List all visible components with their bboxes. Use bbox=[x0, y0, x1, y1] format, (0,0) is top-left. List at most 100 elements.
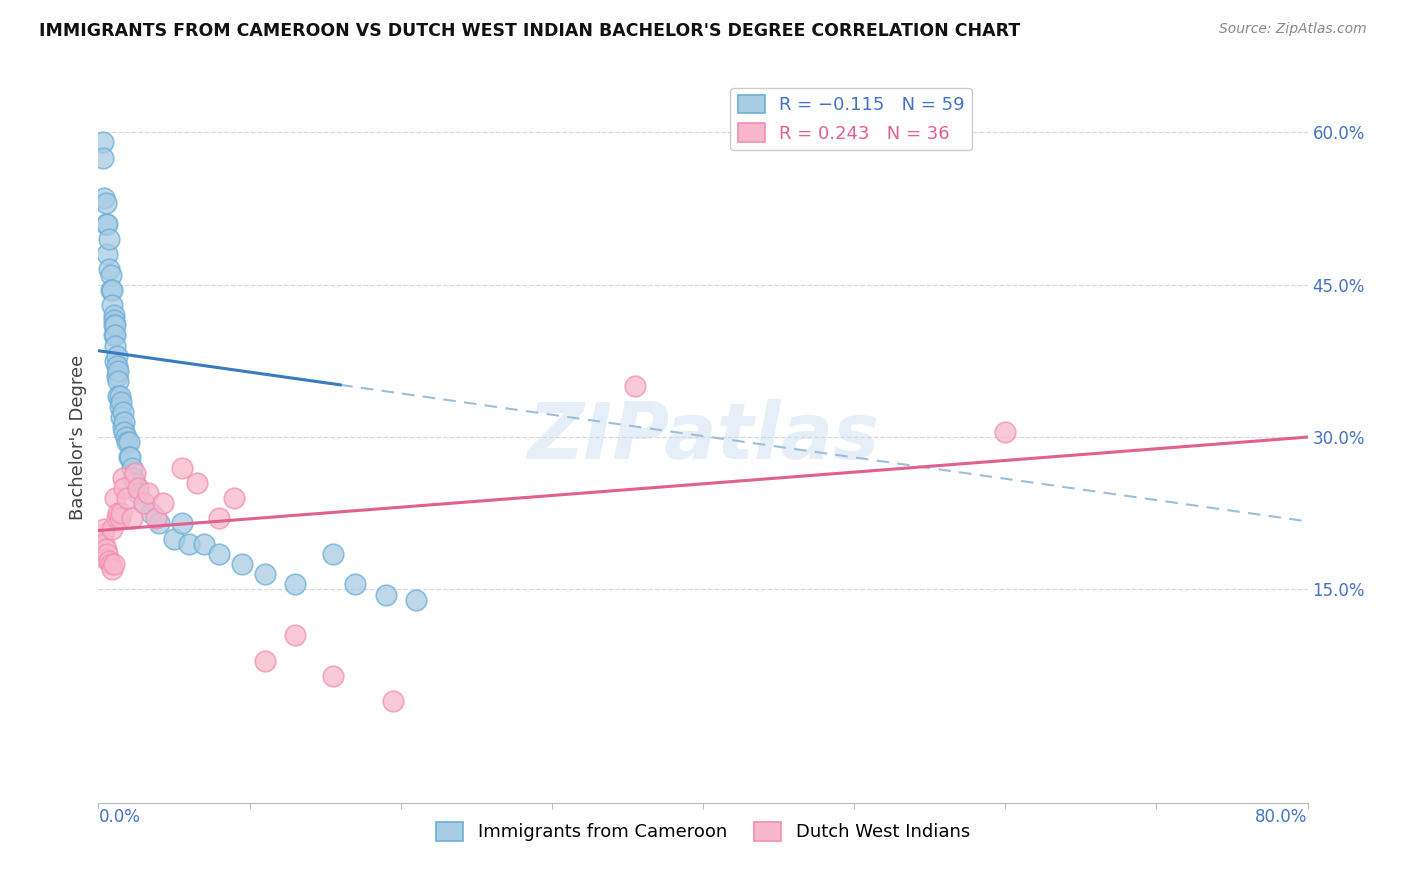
Point bbox=[101, 298, 124, 312]
Point bbox=[284, 577, 307, 591]
Point bbox=[374, 588, 396, 602]
Point bbox=[127, 486, 149, 500]
Point bbox=[104, 338, 127, 352]
Point bbox=[208, 511, 231, 525]
Point bbox=[405, 592, 427, 607]
Point bbox=[111, 405, 134, 419]
Point bbox=[322, 547, 344, 561]
Point bbox=[98, 232, 121, 246]
Point bbox=[127, 481, 149, 495]
Point bbox=[91, 151, 114, 165]
Point bbox=[110, 409, 132, 424]
Point bbox=[110, 394, 132, 409]
Text: ZIPatlas: ZIPatlas bbox=[527, 399, 879, 475]
Point bbox=[103, 557, 125, 571]
Point bbox=[121, 511, 143, 525]
Point bbox=[104, 318, 127, 333]
Text: IMMIGRANTS FROM CAMEROON VS DUTCH WEST INDIAN BACHELOR'S DEGREE CORRELATION CHAR: IMMIGRANTS FROM CAMEROON VS DUTCH WEST I… bbox=[39, 22, 1021, 40]
Point bbox=[105, 369, 128, 384]
Point bbox=[91, 526, 114, 541]
Point bbox=[112, 415, 135, 429]
Text: 0.0%: 0.0% bbox=[98, 808, 141, 826]
Point bbox=[132, 496, 155, 510]
Point bbox=[104, 354, 127, 368]
Point bbox=[114, 430, 136, 444]
Point bbox=[186, 475, 208, 490]
Point bbox=[108, 511, 131, 525]
Point bbox=[382, 694, 405, 708]
Point bbox=[148, 516, 170, 531]
Point bbox=[105, 349, 128, 363]
Point bbox=[107, 506, 129, 520]
Point bbox=[93, 191, 115, 205]
Point bbox=[104, 491, 127, 505]
Point bbox=[96, 547, 118, 561]
Point bbox=[231, 557, 253, 571]
Point bbox=[224, 491, 246, 505]
Point bbox=[124, 475, 146, 490]
Point bbox=[94, 196, 117, 211]
Point bbox=[96, 247, 118, 261]
Point bbox=[107, 374, 129, 388]
Y-axis label: Bachelor's Degree: Bachelor's Degree bbox=[69, 354, 87, 520]
Point bbox=[145, 511, 167, 525]
Point bbox=[124, 466, 146, 480]
Point bbox=[98, 554, 121, 568]
Point bbox=[103, 318, 125, 333]
Point bbox=[103, 308, 125, 322]
Point bbox=[112, 425, 135, 439]
Point bbox=[112, 481, 135, 495]
Point bbox=[98, 262, 121, 277]
Point bbox=[141, 506, 163, 520]
Point bbox=[121, 460, 143, 475]
Point bbox=[193, 537, 215, 551]
Point bbox=[104, 328, 127, 343]
Point bbox=[132, 496, 155, 510]
Point bbox=[115, 491, 138, 505]
Point bbox=[253, 567, 276, 582]
Point bbox=[118, 450, 141, 465]
Point bbox=[100, 268, 122, 282]
Text: 80.0%: 80.0% bbox=[1256, 808, 1308, 826]
Point bbox=[994, 425, 1017, 439]
Point bbox=[322, 669, 344, 683]
Point bbox=[118, 435, 141, 450]
Point bbox=[101, 521, 124, 535]
Point bbox=[94, 552, 117, 566]
Point bbox=[624, 379, 647, 393]
Point bbox=[94, 217, 117, 231]
Point bbox=[94, 541, 117, 556]
Point bbox=[93, 537, 115, 551]
Point bbox=[100, 283, 122, 297]
Point bbox=[105, 359, 128, 373]
Point bbox=[179, 537, 201, 551]
Point bbox=[108, 400, 131, 414]
Point bbox=[103, 328, 125, 343]
Point bbox=[108, 389, 131, 403]
Point bbox=[284, 628, 307, 642]
Point bbox=[103, 313, 125, 327]
Point bbox=[110, 506, 132, 520]
Point bbox=[107, 389, 129, 403]
Point bbox=[101, 562, 124, 576]
Point bbox=[105, 511, 128, 525]
Point bbox=[111, 471, 134, 485]
Point bbox=[93, 521, 115, 535]
Point bbox=[101, 283, 124, 297]
Point bbox=[115, 435, 138, 450]
Point bbox=[152, 496, 174, 510]
Text: Source: ZipAtlas.com: Source: ZipAtlas.com bbox=[1219, 22, 1367, 37]
Point bbox=[136, 486, 159, 500]
Point bbox=[91, 136, 114, 150]
Point bbox=[170, 460, 193, 475]
Point bbox=[170, 516, 193, 531]
Point bbox=[107, 364, 129, 378]
Point bbox=[120, 450, 142, 465]
Point bbox=[208, 547, 231, 561]
Point bbox=[253, 654, 276, 668]
Point bbox=[100, 557, 122, 571]
Point bbox=[96, 217, 118, 231]
Legend: Immigrants from Cameroon, Dutch West Indians: Immigrants from Cameroon, Dutch West Ind… bbox=[429, 814, 977, 848]
Point bbox=[111, 420, 134, 434]
Point bbox=[163, 532, 186, 546]
